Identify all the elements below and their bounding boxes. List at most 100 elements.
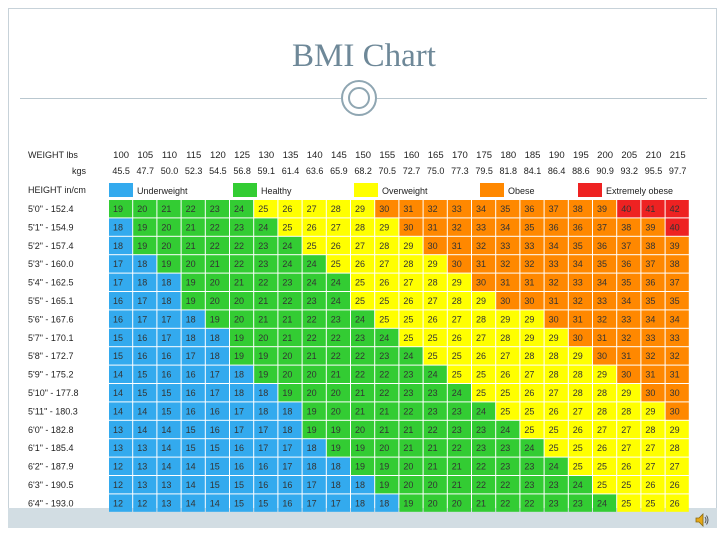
bmi-cell (617, 365, 641, 383)
bmi-cell-value: 13 (137, 443, 147, 453)
speaker-icon[interactable] (694, 512, 710, 528)
bmi-cell-value: 23 (355, 333, 365, 343)
bmi-cell (230, 402, 254, 420)
bmi-cell-value: 14 (161, 462, 171, 472)
bmi-cell (157, 273, 181, 291)
bmi-cell-value: 18 (331, 480, 341, 490)
bmi-cell (351, 310, 375, 328)
weight-kgs-tick: 90.9 (596, 166, 614, 176)
bmi-cell-value: 28 (476, 314, 486, 324)
bmi-cell-value: 29 (379, 222, 389, 232)
bmi-cell (593, 457, 617, 475)
bmi-cell (472, 236, 496, 255)
bmi-cell (593, 310, 617, 328)
bmi-cell-value: 23 (452, 425, 462, 435)
bmi-cell-value: 36 (573, 222, 583, 232)
bmi-cell-value: 18 (307, 462, 317, 472)
bmi-cell-value: 21 (355, 388, 365, 398)
bmi-cell (278, 218, 302, 236)
bmi-cell-value: 21 (379, 425, 389, 435)
bmi-cell (205, 365, 229, 383)
legend-swatch (109, 183, 133, 197)
bmi-cell-value: 23 (476, 425, 486, 435)
bmi-cell-value: 33 (573, 278, 583, 288)
bmi-cell (447, 439, 471, 457)
bmi-cell (230, 218, 254, 236)
bmi-cell (593, 292, 617, 310)
bmi-cell (205, 420, 229, 439)
bmi-cell-value: 34 (573, 259, 583, 269)
bmi-cell-value: 37 (645, 259, 655, 269)
bmi-cell-value: 31 (621, 351, 631, 361)
bmi-cell-value: 19 (137, 222, 147, 232)
bmi-cell-value: 24 (500, 425, 510, 435)
bmi-cell-value: 14 (137, 425, 147, 435)
bmi-cell (109, 200, 133, 218)
bmi-cell-value: 25 (524, 406, 534, 416)
bmi-cell (617, 236, 641, 255)
bmi-cell-value: 20 (186, 259, 196, 269)
bmi-cell (399, 402, 423, 420)
bmi-cell-value: 19 (258, 370, 268, 380)
bmi-cell-value: 19 (234, 333, 244, 343)
bmi-cell-value: 21 (186, 222, 196, 232)
bmi-cell-value: 25 (621, 498, 631, 508)
bmi-cell-value: 36 (597, 241, 607, 251)
bmi-cell-value: 26 (379, 278, 389, 288)
bmi-cell (109, 328, 133, 347)
footer-bar (8, 508, 717, 528)
bmi-cell-value: 29 (549, 333, 559, 343)
bmi-cell-value: 39 (645, 222, 655, 232)
bmi-cell (109, 218, 133, 236)
bmi-cell (472, 420, 496, 439)
bmi-cell-value: 21 (282, 314, 292, 324)
bmi-cell-value: 37 (621, 241, 631, 251)
bmi-cell-value: 30 (500, 296, 510, 306)
bmi-cell (326, 384, 350, 402)
bmi-cell-value: 15 (161, 406, 171, 416)
bmi-cell-value: 26 (307, 222, 317, 232)
legend-label: Obese (508, 186, 535, 196)
bmi-cell-value: 24 (234, 204, 244, 214)
bmi-cell (399, 292, 423, 310)
bmi-cell-value: 29 (524, 333, 534, 343)
bmi-cell-value: 16 (210, 425, 220, 435)
bmi-cell (278, 476, 302, 494)
bmi-cell-value: 20 (428, 480, 438, 490)
bmi-cell-value: 18 (282, 425, 292, 435)
bmi-cell-value: 22 (210, 222, 220, 232)
bmi-cell-value: 38 (621, 222, 631, 232)
bmi-cell-value: 22 (331, 333, 341, 343)
bmi-cell (375, 255, 399, 273)
bmi-cell (302, 457, 326, 475)
bmi-cell (399, 273, 423, 291)
bmi-cell (109, 273, 133, 291)
bmi-cell (399, 476, 423, 494)
bmi-cell-value: 17 (282, 462, 292, 472)
bmi-cell-value: 24 (379, 333, 389, 343)
bmi-cell-value: 25 (476, 388, 486, 398)
bmi-cell (278, 365, 302, 383)
bmi-cell-value: 27 (476, 333, 486, 343)
bmi-cell-value: 19 (282, 388, 292, 398)
bmi-cell (399, 310, 423, 328)
bmi-cell (351, 402, 375, 420)
bmi-cell (496, 255, 520, 273)
bmi-cell-value: 20 (282, 351, 292, 361)
bmi-cell (617, 476, 641, 494)
bmi-cell-value: 22 (379, 388, 389, 398)
bmi-cell (205, 494, 229, 512)
bmi-cell (375, 236, 399, 255)
bmi-cell-value: 21 (452, 462, 462, 472)
bmi-cell (109, 255, 133, 273)
bmi-cell (157, 402, 181, 420)
bmi-cell (302, 402, 326, 420)
weight-lbs-tick: 185 (525, 150, 541, 161)
bmi-cell (254, 384, 278, 402)
bmi-cell (326, 310, 350, 328)
weight-kgs-tick: 56.8 (233, 166, 251, 176)
bmi-cell-value: 16 (282, 498, 292, 508)
bmi-cell (520, 384, 544, 402)
bmi-cell-value: 16 (210, 406, 220, 416)
bmi-cell-value: 33 (452, 204, 462, 214)
